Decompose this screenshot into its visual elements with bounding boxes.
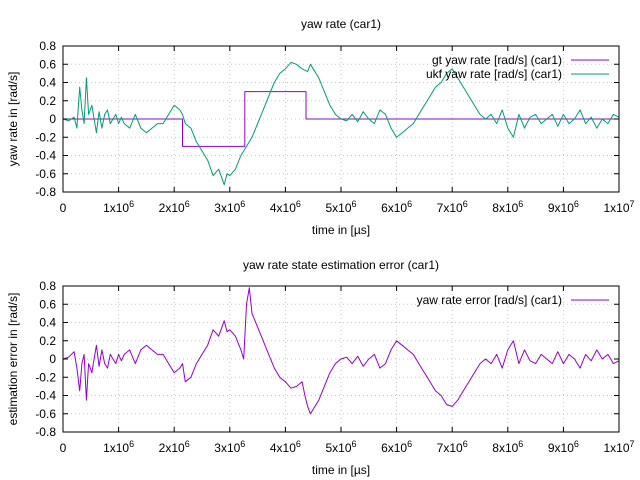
y-axis-label: estimation error in [rad/s]: [6, 293, 20, 426]
series-line: [62, 287, 620, 415]
y-tick-label: -0.8: [35, 185, 56, 199]
x-tick-label: 9x106: [548, 199, 579, 215]
x-tick-label: 1x107: [603, 199, 634, 215]
x-tick-label: 4x106: [270, 439, 301, 455]
legend: gt yaw rate [rad/s] (car1)ukf yaw rate […: [426, 53, 609, 81]
y-tick-label: 0.6: [39, 57, 56, 71]
x-tick-label: 7x106: [437, 199, 468, 215]
yaw-rate-chart: yaw rate (car1) -0.8 -0.6 -0.4 -0.2 0 0.2 0.4 0…: [6, 17, 635, 237]
axis-ticks: -0.8 -0.6 -0.4 -0.2 0 0.2 0.4 0.6 0.8 0 1x106 2x106…: [35, 39, 634, 215]
y-tick-label: 0.8: [39, 279, 56, 293]
y-tick-label: -0.8: [35, 425, 56, 439]
y-tick-label: 0.6: [39, 297, 56, 311]
y-tick-label: -0.2: [35, 130, 56, 144]
y-tick-label: 0: [49, 112, 56, 126]
x-tick-label: 4x106: [270, 199, 301, 215]
axis-ticks: -0.8 -0.6 -0.4 -0.2 0 0.2 0.4 0.6 0.8 0 1x106 2x106…: [35, 279, 634, 455]
x-tick-label: 2x106: [159, 199, 190, 215]
x-tick-label: 3x106: [214, 439, 245, 455]
series-lines: [62, 61, 620, 186]
chart-title: yaw rate state estimation error (car1): [243, 258, 439, 272]
y-tick-label: 0: [49, 352, 56, 366]
x-axis-label: time in [µs]: [312, 223, 370, 237]
legend: yaw rate error [rad/s] (car1): [417, 293, 609, 307]
series-lines: [62, 287, 620, 415]
y-tick-label: -0.6: [35, 167, 56, 181]
series-line: [63, 91, 619, 147]
y-tick-label: 0.4: [39, 316, 56, 330]
x-tick-label: 5x106: [325, 439, 356, 455]
y-tick-label: -0.4: [35, 149, 56, 163]
x-tick-label: 5x106: [325, 199, 356, 215]
x-tick-label: 0: [60, 441, 67, 455]
x-tick-label: 2x106: [159, 439, 190, 455]
y-tick-label: 0.2: [39, 334, 56, 348]
chart-title: yaw rate (car1): [301, 17, 381, 31]
x-tick-label: 6x106: [381, 439, 412, 455]
x-tick-label: 1x106: [103, 439, 134, 455]
x-tick-label: 0: [60, 201, 67, 215]
y-tick-label: -0.4: [35, 389, 56, 403]
x-tick-label: 8x106: [492, 199, 523, 215]
series-line: [62, 61, 620, 186]
x-tick-label: 9x106: [548, 439, 579, 455]
legend-label: gt yaw rate [rad/s] (car1): [432, 53, 562, 67]
x-tick-label: 1x107: [603, 439, 634, 455]
y-tick-label: 0.8: [39, 39, 56, 53]
legend-label: yaw rate error [rad/s] (car1): [417, 293, 562, 307]
y-tick-label: -0.2: [35, 370, 56, 384]
x-axis-label: time in [µs]: [312, 463, 370, 477]
legend-label: ukf yaw rate [rad/s] (car1): [426, 67, 562, 81]
y-axis-label: yaw rate in [rad/s]: [6, 72, 20, 167]
estimation-error-chart: yaw rate state estimation error (car1) -…: [6, 258, 635, 477]
x-tick-label: 6x106: [381, 199, 412, 215]
x-tick-label: 3x106: [214, 199, 245, 215]
y-tick-label: 0.2: [39, 94, 56, 108]
x-tick-label: 8x106: [492, 439, 523, 455]
y-tick-label: -0.6: [35, 407, 56, 421]
y-tick-label: 0.4: [39, 76, 56, 90]
x-tick-label: 1x106: [103, 199, 134, 215]
x-tick-label: 7x106: [437, 439, 468, 455]
